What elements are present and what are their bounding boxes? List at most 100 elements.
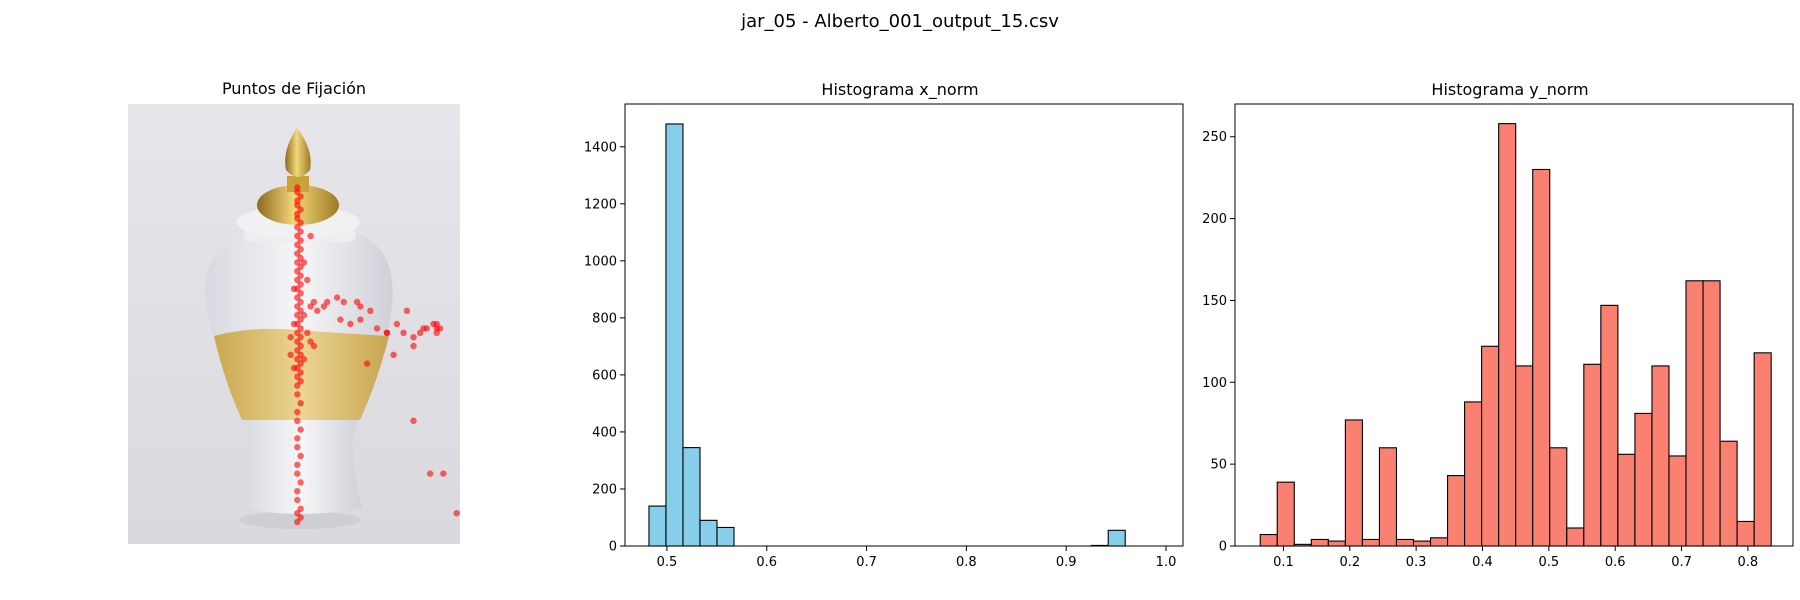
fixation-point [297,316,304,323]
fixation-point [294,417,301,424]
fixation-point [294,188,301,196]
hist-y-bar [1361,538,1380,547]
fixation-point [294,382,301,389]
fixation-point [294,232,301,240]
hist-y-ytick-label: 200 [1202,212,1227,227]
fixation-point [294,391,301,398]
hist-y-bar [1344,419,1363,547]
hist-y-ytick-label: 0 [1219,540,1227,555]
hist-y-bar [1583,363,1602,547]
hist-y-bars [1259,123,1772,547]
fixation-point [294,303,301,310]
fixation-point [440,470,447,477]
hist-x-ytick-label: 1000 [584,254,617,269]
hist-y-bar [1566,527,1585,547]
fixation-point [297,263,304,270]
fixation-point [403,307,411,314]
hist-x-xtick-label: 0.8 [956,555,977,570]
fixation-point [297,206,304,213]
fixation-point [436,325,444,332]
hist-y-xtick-label: 0.7 [1671,555,1692,570]
hist-y-bar [1378,447,1398,547]
hist-y-bar [1719,440,1738,547]
fixation-point [294,224,301,231]
fixation-point [333,294,341,301]
hist-x-ytick-label: 600 [592,368,617,383]
fixation-point [337,316,344,323]
hist-y-ytick-label: 100 [1202,376,1227,391]
hist-y-ytick-label: 150 [1202,294,1227,309]
fixation-point [294,408,301,416]
fixation-point [400,329,407,336]
fixation-point [294,210,301,218]
fixation-point [410,417,417,424]
fixation-point [294,373,301,380]
fixation-point [294,518,301,526]
fixation-point [297,219,304,226]
fixation-point [297,228,304,235]
fixation-point [294,435,301,442]
hist-y-bar [1634,412,1653,547]
fixation-point [287,334,294,341]
hist-y-xtick-label: 0.6 [1605,555,1626,570]
fixation-point [297,452,304,460]
hist-y-bar [1429,537,1449,547]
fixation-point [297,254,304,262]
hist-x-ytick-label: 0 [609,540,617,555]
fixation-point [340,298,347,306]
fixation-point [453,510,460,517]
hist-y-bar [1685,280,1704,547]
fixation-point [294,184,301,191]
hist-x-ytick-label: 1200 [584,197,617,212]
fixation-point [410,342,417,350]
fixation-point [297,334,304,341]
fixation-point [410,334,417,341]
hist-y-xtick-label: 0.4 [1472,555,1493,570]
image-panel-title: Puntos de Fijación [222,79,366,98]
hist-y-bar [1259,533,1278,547]
fixation-point [304,276,311,284]
fixation-point [347,320,354,328]
fixation-point [294,250,301,257]
fixation-point [390,351,397,358]
fixation-point [367,307,374,314]
fixation-point [297,426,304,433]
hist-y-bar [1447,475,1466,547]
fixation-point [294,338,301,345]
fixation-point [294,488,301,495]
fixation-point [307,303,314,310]
fixation-point [297,505,304,512]
hist-y-bar [1532,168,1551,547]
hist-y-bar [1753,352,1772,547]
hist-x-ytick-label: 400 [592,425,617,440]
fixation-point [297,360,304,367]
fixation-point [294,268,301,275]
jar-image [128,104,460,544]
fixation-point [297,307,304,314]
fixation-point [423,325,430,332]
hist-x-xtick-label: 0.7 [856,555,877,570]
hist-y-xtick-label: 0.2 [1339,555,1360,570]
fixation-point [297,272,304,279]
fixation-point [297,290,304,297]
hist-y-bar [1617,453,1636,547]
fixation-point [297,237,304,244]
fixation-point [297,479,304,486]
hist-x-bar [648,505,667,547]
fixation-points [287,184,460,526]
fixation-point [297,351,304,358]
fixation-point [393,320,401,328]
hist-y-xtick-label: 0.8 [1738,555,1759,570]
fixation-point [300,356,308,363]
fixation-point [300,312,308,319]
fixation-point [294,294,301,301]
hist-x-frame [624,103,1184,547]
hist-x-xtick-label: 1.0 [1156,555,1177,570]
fixation-point [320,303,328,310]
fixation-point [353,298,361,306]
fixation-point [300,259,308,266]
fixation-point [426,470,434,477]
hist-y-bar [1276,481,1295,547]
fixation-point [294,356,301,363]
